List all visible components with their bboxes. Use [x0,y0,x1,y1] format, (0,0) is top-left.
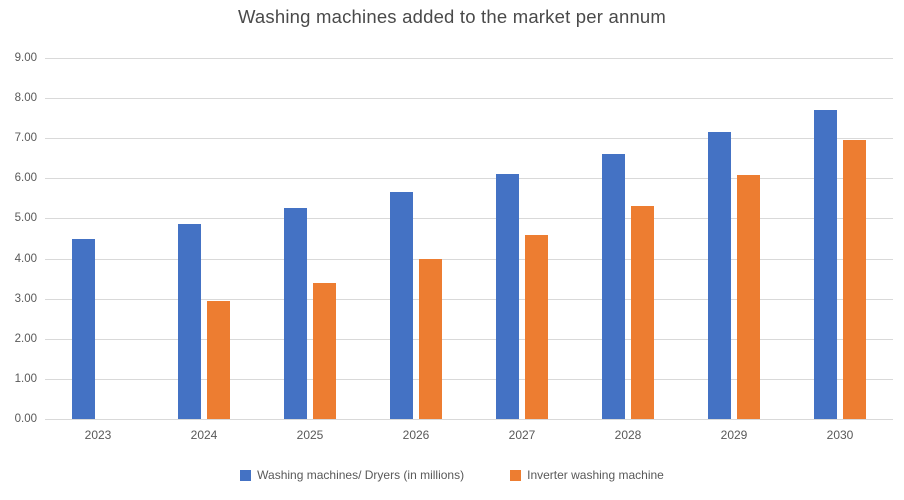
bar-group-2029 [681,58,787,419]
x-tick-label-2026: 2026 [402,428,430,442]
bar-series2-2025 [313,282,336,419]
y-tick-label-6.00: 6.00 [14,172,37,185]
plot-area [45,58,893,420]
legend-label-series1: Washing machines/ Dryers (in millions) [257,468,465,482]
x-tick-label-2024: 2024 [190,428,218,442]
x-tick-label-2029: 2029 [720,428,748,442]
chart-title: Washing machines added to the market per… [237,6,667,27]
gridline-4.00 [45,258,893,260]
y-tick-label-9.00: 9.00 [14,52,37,64]
bar-group-2026 [363,58,469,419]
legend-swatch-icon [240,469,252,481]
y-tick-label-0.00: 0.00 [14,413,37,425]
legend: Washing machines/ Dryers (in millions) In… [0,468,904,482]
bar-series1-2027 [496,173,519,419]
legend-item-series2: Inverter washing machine [510,468,664,482]
y-tick-label-8.00: 8.00 [14,92,37,105]
bar-series2-2029 [737,175,760,419]
y-tick-label-7.00: 7.00 [14,132,37,145]
bar-group-2028 [575,58,681,419]
y-tick-label-1.00: 1.00 [14,372,37,385]
y-tick-label-3.00: 3.00 [14,292,37,305]
gridline-1.00 [45,378,893,380]
gridline-6.00 [45,178,893,180]
bar-group-2027 [469,58,575,419]
bar-series1-2023 [72,238,95,419]
gridline-0.00 [45,419,893,420]
bar-series1-2026 [390,191,413,419]
bar-group-2025 [257,58,363,419]
gridline-2.00 [45,338,893,340]
legend-swatch-icon [510,469,522,481]
y-tick-label-5.00: 5.00 [14,212,37,225]
x-tick-label-2027: 2027 [508,428,536,442]
x-tick-label-2030: 2030 [826,428,854,442]
bar-series2-2026 [419,259,442,419]
bar-series1-2029 [708,131,731,419]
bar-series2-2030 [843,140,866,419]
x-tick-label-2028: 2028 [614,428,642,442]
bar-group-2030 [787,58,893,419]
gridline-3.00 [45,298,893,300]
x-tick-label-2023: 2023 [84,428,112,442]
y-tick-label-2.00: 2.00 [14,332,37,345]
gridline-5.00 [45,218,893,220]
bar-group-2024 [151,58,257,419]
legend-label-series2: Inverter washing machine [527,468,664,482]
gridline-8.00 [45,98,893,100]
bar-series2-2028 [631,206,654,419]
gridline-9.00 [45,58,893,59]
y-tick-label-4.00: 4.00 [14,252,37,265]
legend-item-series1: Washing machines/ Dryers (in millions) [240,468,464,482]
x-tick-label-2025: 2025 [296,428,324,442]
bar-series1-2024 [178,223,201,419]
bar-series1-2025 [284,208,307,419]
y-axis: 0.00 1.00 2.00 3.00 4.00 5.00 6.00 7.00 8.00 9.00 [0,52,37,425]
bar-series1-2030 [814,110,837,419]
bar-group-2023 [45,58,151,419]
x-axis: 2023 2024 2025 2026 2027 2028 2029 2030 [45,428,893,442]
bar-series2-2027 [525,234,548,419]
bar-series1-2028 [602,153,625,419]
bar-series2-2024 [207,301,230,419]
gridline-7.00 [45,138,893,140]
